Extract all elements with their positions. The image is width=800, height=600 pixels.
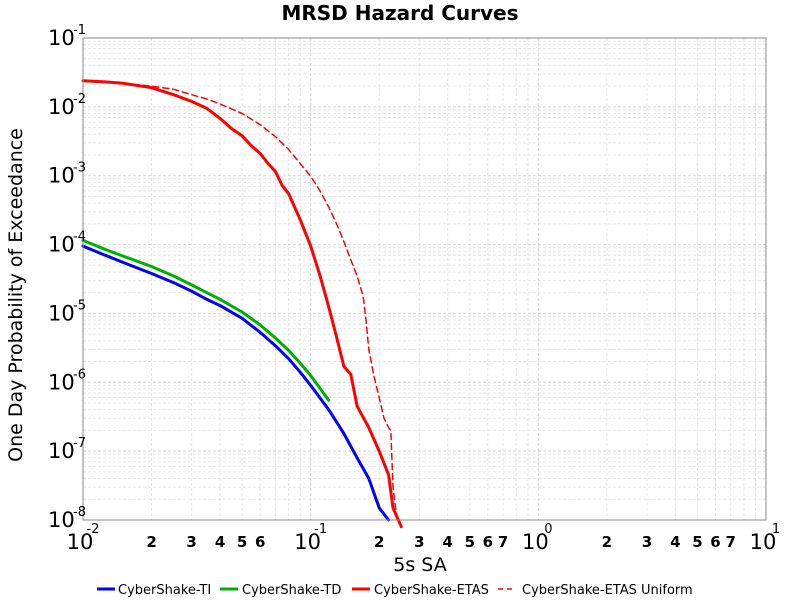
y-tick-label: 10 (48, 301, 75, 325)
legend-label-3: CyberShake-ETAS Uniform (522, 583, 693, 598)
series-line-2 (81, 79, 403, 529)
x-tick-exponent: -1 (314, 522, 327, 537)
y-tick-label: 10 (48, 26, 75, 50)
y-tick-exponent: -1 (73, 23, 86, 38)
series-lines (81, 79, 403, 529)
x-minor-tick-label: 2 (602, 533, 612, 551)
chart-title: MRSD Hazard Curves (281, 1, 518, 25)
plot-area (81, 37, 767, 529)
x-minor-tick-label: 3 (642, 533, 652, 551)
legend-label-0: CyberShake-TI (118, 583, 211, 598)
y-tick-exponent: -8 (73, 505, 86, 520)
x-minor-tick-label: 5 (692, 533, 702, 551)
y-tick-exponent: -6 (73, 367, 86, 382)
x-minor-tick-label: 4 (443, 533, 453, 551)
plot-frame (82, 37, 767, 521)
plot-background (83, 38, 766, 520)
y-tick-label: 10 (48, 439, 75, 463)
x-minor-tick-label: 2 (374, 533, 384, 551)
x-minor-tick-label: 6 (483, 533, 493, 551)
x-minor-tick-label: 4 (670, 533, 680, 551)
x-minor-tick-label: 2 (146, 533, 156, 551)
x-tick-label: 10 (67, 530, 94, 554)
y-axis-label: One Day Probability of Exceedance (5, 128, 27, 462)
series-line-1 (81, 238, 331, 402)
x-minor-tick-label: 4 (215, 533, 225, 551)
legend-label-1: CyberShake-TD (242, 583, 341, 598)
x-minor-tick-label: 7 (498, 533, 508, 551)
grid (83, 38, 766, 520)
y-axis-ticks: 10-110-210-310-410-510-610-710-8 (48, 23, 86, 532)
x-minor-tick-label: 6 (255, 533, 265, 551)
y-tick-label: 10 (48, 370, 75, 394)
series-line-0 (81, 244, 391, 522)
legend-label-2: CyberShake-ETAS (374, 583, 489, 598)
x-axis-label: 5s SA (393, 554, 446, 576)
legend: CyberShake-TI CyberShake-TD CyberShake-ETA… (97, 583, 693, 598)
x-minor-tick-label: 3 (414, 533, 424, 551)
x-tick-exponent: 1 (772, 522, 780, 537)
x-tick-exponent: -2 (87, 522, 100, 537)
x-tick-label: 10 (750, 530, 777, 554)
x-minor-tick-label: 7 (726, 533, 736, 551)
x-tick-exponent: 0 (544, 522, 552, 537)
x-minor-tick-label: 5 (465, 533, 475, 551)
x-minor-tick-label: 3 (186, 533, 196, 551)
x-minor-tick-label: 5 (237, 533, 247, 551)
y-tick-label: 10 (48, 233, 75, 257)
y-tick-label: 10 (48, 164, 75, 188)
x-tick-label: 10 (294, 530, 321, 554)
y-tick-exponent: -5 (73, 298, 86, 313)
x-minor-tick-label: 6 (710, 533, 720, 551)
y-tick-exponent: -3 (73, 161, 86, 176)
y-tick-exponent: -2 (73, 92, 86, 107)
y-tick-label: 10 (48, 508, 75, 532)
series-line-3 (122, 82, 398, 521)
x-tick-label: 10 (522, 530, 549, 554)
y-tick-exponent: -4 (73, 230, 86, 245)
y-tick-exponent: -7 (73, 436, 86, 451)
y-tick-label: 10 (48, 95, 75, 119)
